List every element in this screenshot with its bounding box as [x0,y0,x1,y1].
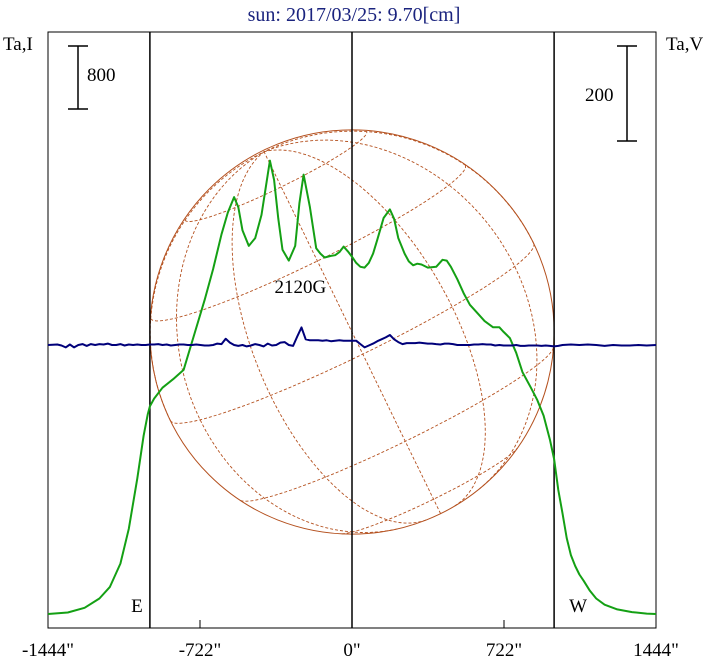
limb-label-w: W [569,596,587,617]
active-region-label: 2120G [275,277,327,298]
limb-lines [149,32,555,628]
meridian-line [263,151,441,514]
left-scale-bar: 800 [68,45,116,110]
parallel-line [184,131,368,222]
polarization-curve [47,326,657,349]
left-scale-bar-label: 800 [87,65,116,86]
x-axis-ticks: -1444" -722" 0" 722" 1444" [22,620,679,661]
parallel-line [240,347,554,502]
meridian-line [263,139,538,490]
meridian-line [263,130,535,244]
x-tick-label: 722" [486,640,522,661]
x-tick-label: 1444" [633,640,679,661]
chart-title: sun: 2017/03/25: 9.70[cm] [248,4,461,26]
intensity-curve [47,159,657,615]
parallel-line [341,447,518,535]
meridian-line [264,149,486,507]
left-axis-label: Ta,I [3,34,33,55]
meridian-line [149,151,265,421]
limb-label-e: E [131,596,143,617]
series-group [47,159,657,615]
meridian-line [231,151,427,524]
x-tick-label: -722" [179,640,222,661]
right-scale-bar: 200 [585,45,637,142]
parallel-line [150,164,467,322]
x-tick-label: 0" [343,640,360,661]
right-axis-label: Ta,V [666,34,703,55]
parallel-line [169,243,535,424]
x-tick-label: -1444" [22,640,74,661]
right-scale-bar-label: 200 [585,85,614,106]
